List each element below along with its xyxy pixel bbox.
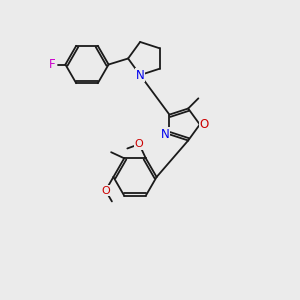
Text: O: O (135, 139, 144, 149)
Text: N: N (136, 68, 145, 82)
Text: N: N (160, 128, 169, 141)
Text: O: O (101, 185, 110, 196)
Text: O: O (200, 118, 209, 131)
Text: F: F (49, 58, 56, 71)
